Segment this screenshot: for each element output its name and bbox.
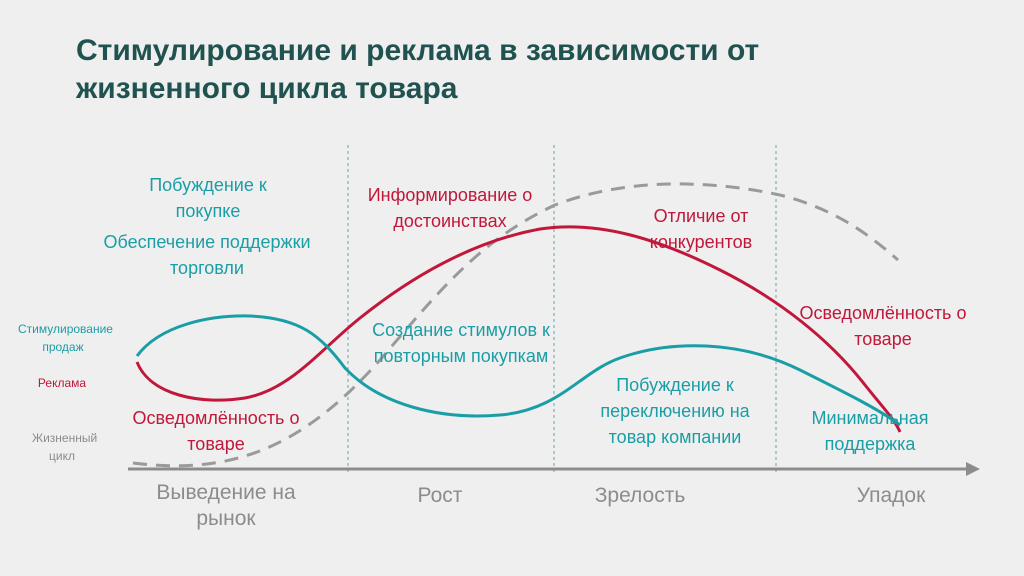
stage-growth: Рост bbox=[417, 484, 463, 507]
legend-advertising: Реклама bbox=[37, 376, 87, 390]
intro-teal-note-2: Обеспечение поддержки торговли bbox=[103, 232, 311, 278]
maturity-red-note: Отличие от конкурентов bbox=[649, 206, 753, 252]
growth-red-note: Информирование о достоинствах bbox=[367, 185, 533, 231]
stage-maturity: Зрелость bbox=[594, 484, 686, 507]
advertising-curve bbox=[135, 225, 902, 433]
stage-introduction: Выведение на рынок bbox=[156, 481, 296, 530]
legend-lifecycle: Жизненный цикл bbox=[32, 431, 98, 463]
decline-red-note: Осведомлённость о товаре bbox=[799, 303, 967, 349]
axis-arrow-icon bbox=[966, 462, 980, 476]
maturity-teal-note: Побуждение к переключению на товар компа… bbox=[600, 375, 750, 447]
stage-decline: Упадок bbox=[856, 484, 926, 507]
decline-teal-note: Минимальная поддержка bbox=[811, 408, 929, 454]
slide-title: Стимулирование и реклама в зависимости о… bbox=[76, 32, 976, 108]
intro-red-note: Осведомлённость о товаре bbox=[132, 408, 300, 454]
intro-teal-note-1: Побуждение к покупке bbox=[149, 175, 267, 221]
growth-teal-note: Создание стимулов к повторным покупкам bbox=[372, 320, 550, 366]
legend-stimulation: Стимулирование продаж bbox=[18, 322, 113, 354]
title-line-1: Стимулирование и реклама в зависимости о… bbox=[76, 34, 760, 67]
lifecycle-curve bbox=[132, 182, 899, 468]
stimulation-curve bbox=[135, 314, 901, 427]
title-line-2: жизненного цикла товара bbox=[76, 72, 458, 105]
